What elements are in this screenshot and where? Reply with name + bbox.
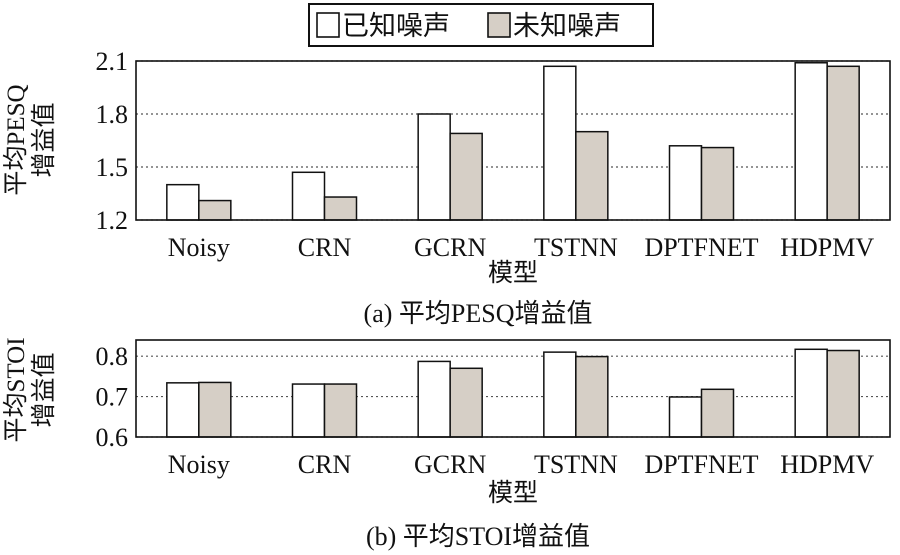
panel-a-bar-gcrn-known xyxy=(417,113,451,221)
panel-b-bar-crn-known xyxy=(291,383,326,438)
legend-swatch-unknown xyxy=(487,12,511,38)
panel-b-bar-gcrn-unknown xyxy=(449,367,483,438)
panel-a-xtick-label: CRN xyxy=(298,233,352,262)
panel-a-bar-tstnn-known xyxy=(543,65,577,221)
panel-a-bar-hdpmv-unknown xyxy=(826,65,860,221)
panel-a-ytick-label: 1.8 xyxy=(96,100,129,129)
panel-b-bar-tstnn-known xyxy=(543,351,577,438)
panel-a-xlabel: 模型 xyxy=(488,259,538,287)
panel-b-ytick-label: 0.7 xyxy=(96,383,129,412)
panel-b-bar-hdpmv-unknown xyxy=(826,349,860,438)
panel-b-xtick-label: TSTNN xyxy=(534,450,618,479)
panel-b-stoi: 0.60.70.8 Noisy CRN GCRN TSTNN DPTFNET HDPMV … xyxy=(2,337,891,551)
panel-b-ylabel-line1: 平均STOI xyxy=(2,337,30,442)
panel-a-plot-frame xyxy=(135,60,891,221)
panel-b-bars xyxy=(166,348,860,438)
panel-a-bars xyxy=(166,62,860,221)
panel-b-bar-dptfnet-unknown xyxy=(700,388,735,438)
panel-b-xtick-label: CRN xyxy=(298,450,352,479)
panel-a-x-ticks: Noisy CRN GCRN TSTNN DPTFNET HDPMV xyxy=(168,233,875,262)
panel-b-bar-tstnn-unknown xyxy=(575,355,609,438)
panel-b-bar-gcrn-known xyxy=(417,360,451,438)
panel-a-bar-dptfnet-unknown xyxy=(700,146,735,221)
legend-swatch-known xyxy=(316,12,340,38)
panel-a-xtick-label: DPTFNET xyxy=(644,233,758,262)
legend-label-unknown: 未知噪声 xyxy=(513,11,621,41)
panel-a-ylabel-line2: 增益值 xyxy=(30,102,58,177)
panel-a-pesq: 1.2 1.5 1.8 2.1 Noisy CRN GCRN TSTNN DPTFNET HDP… xyxy=(2,47,891,328)
panel-a-gridlines xyxy=(136,60,890,221)
panel-a-xtick-label: TSTNN xyxy=(534,233,618,262)
panel-a-bar-noisy-unknown xyxy=(198,199,232,221)
panel-a-xtick-label: HDPMV xyxy=(780,233,874,262)
panel-b-gridlines xyxy=(136,355,890,438)
panel-a-bar-crn-unknown xyxy=(323,196,358,221)
panel-b-ylabel-line2: 增益值 xyxy=(30,352,58,427)
panel-b-xlabel: 模型 xyxy=(488,479,538,507)
panel-b-bar-dptfnet-known xyxy=(668,396,703,438)
panel-a-ytick-label: 2.1 xyxy=(96,47,129,76)
panel-b-x-ticks: Noisy CRN GCRN TSTNN DPTFNET HDPMV xyxy=(168,450,875,479)
panel-b-bar-noisy-unknown xyxy=(198,381,232,438)
panel-a-bar-dptfnet-known xyxy=(668,145,703,221)
panel-b-y-ticks: 0.6 0.7 0.8 xyxy=(96,342,129,452)
legend: 已知噪声 未知噪声 xyxy=(308,3,654,47)
panel-a-ytick-label: 1.5 xyxy=(96,153,129,182)
panel-b-xtick-label: Noisy xyxy=(168,450,230,479)
panel-a-xtick-label: GCRN xyxy=(414,233,486,262)
panel-b-ytick-label: 0.8 xyxy=(96,342,129,371)
panel-b-bar-crn-unknown xyxy=(323,383,358,438)
panel-a-caption: (a) 平均PESQ增益值 xyxy=(364,299,593,328)
panel-b-bar-hdpmv-known xyxy=(794,348,828,438)
panel-a-ytick-label: 1.2 xyxy=(96,206,129,235)
panel-a-bar-gcrn-unknown xyxy=(449,132,483,221)
panel-a-ylabel-line1: 平均PESQ xyxy=(2,84,30,195)
panel-b-caption: (b) 平均STOI增益值 xyxy=(366,522,590,551)
panel-b-xtick-label: DPTFNET xyxy=(644,450,758,479)
panel-a-xtick-label: Noisy xyxy=(168,233,230,262)
panel-a-bar-crn-known xyxy=(291,171,326,221)
legend-box xyxy=(308,3,654,47)
panel-b-xtick-label: HDPMV xyxy=(780,450,874,479)
panel-b-ytick-label: 0.6 xyxy=(96,423,129,452)
panel-a-y-ticks: 1.2 1.5 1.8 2.1 xyxy=(96,47,129,235)
panel-b-plot-frame xyxy=(135,339,891,438)
legend-label-known: 已知噪声 xyxy=(342,11,450,41)
panel-b-bar-noisy-known xyxy=(166,382,200,438)
panel-a-bar-noisy-known xyxy=(166,183,200,221)
panel-a-bar-hdpmv-known xyxy=(794,62,828,221)
panel-a-bar-tstnn-unknown xyxy=(575,130,609,221)
panel-b-xtick-label: GCRN xyxy=(414,450,486,479)
